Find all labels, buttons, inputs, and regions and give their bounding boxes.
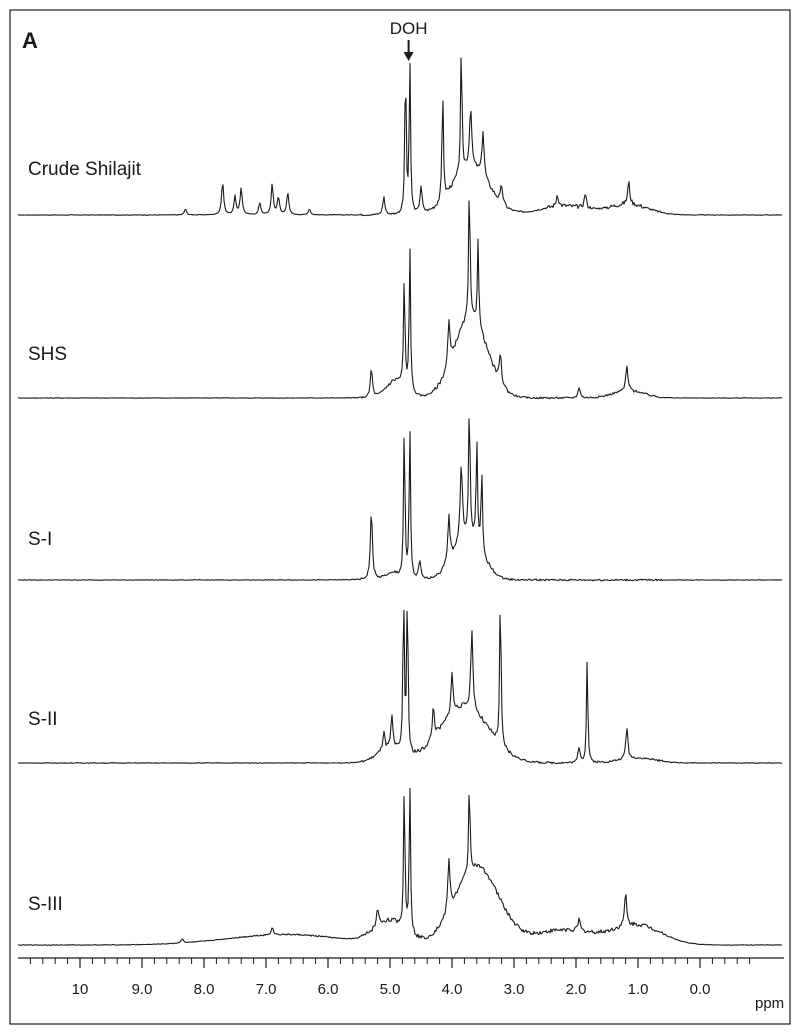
doh-arrow-icon	[403, 52, 414, 61]
x-tick-label: 5.0	[380, 981, 401, 998]
series-group: Crude Shilajit SHS S-I S-II S-III	[17, 57, 783, 946]
x-axis: 10 9.0 8.0 7.0 6.0 5.0 4.0 3.0 2.0 1.0 0.0 ppm	[18, 957, 784, 1012]
spectrum-trace	[17, 787, 783, 946]
spectrum-trace	[18, 609, 783, 765]
series-label: SHS	[28, 344, 67, 365]
x-tick-label: 9.0	[132, 981, 153, 998]
series-label: S-II	[28, 709, 58, 730]
x-tick-label: 3.0	[504, 981, 525, 998]
x-tick-label: 1.0	[628, 981, 649, 998]
panel-label: A	[22, 28, 38, 53]
series-label: Crude Shilajit	[28, 159, 142, 180]
doh-label: DOH	[390, 19, 428, 38]
series-5: S-III	[17, 787, 783, 946]
x-tick-label: 8.0	[194, 981, 215, 998]
series-2: SHS	[17, 200, 783, 400]
x-tick-label: 7.0	[256, 981, 277, 998]
spectrum-trace	[18, 57, 783, 217]
x-axis-label: ppm	[755, 995, 784, 1012]
doh-annotation: DOH	[390, 19, 428, 61]
x-tick-label: 6.0	[318, 981, 339, 998]
spectrum-trace	[17, 418, 783, 582]
x-axis-minor-ticks	[29, 958, 751, 968]
x-tick-label: 2.0	[566, 981, 587, 998]
x-axis-tick-labels: 10 9.0 8.0 7.0 6.0 5.0 4.0 3.0 2.0 1.0 0.0	[72, 981, 711, 998]
x-tick-label: 4.0	[442, 981, 463, 998]
spectrum-trace	[17, 200, 783, 400]
x-tick-label: 10	[72, 981, 89, 998]
series-label: S-I	[28, 529, 52, 550]
series-3: S-I	[17, 418, 783, 582]
series-1: Crude Shilajit	[18, 57, 783, 217]
series-4: S-II	[18, 609, 783, 765]
series-label: S-III	[28, 894, 63, 915]
plot-frame	[9, 9, 791, 1025]
x-tick-label: 0.0	[690, 981, 711, 998]
